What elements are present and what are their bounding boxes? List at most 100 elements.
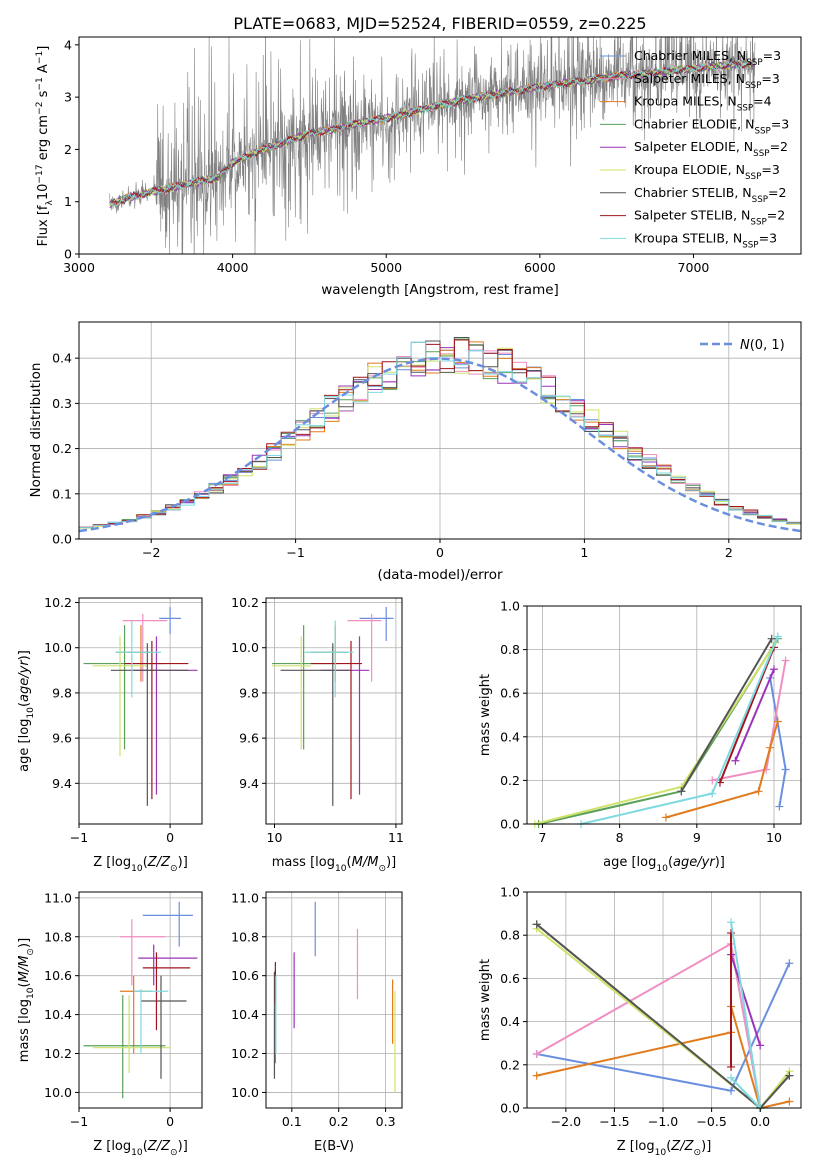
legend-label: Kroupa ELODIE, NSSP=3	[634, 162, 780, 182]
x-tick-label: −1	[70, 830, 88, 845]
axes-spectrum: 3000 4000 5000 6000 7000 0 1 2 3 4 wavelength [Ang…	[35, 36, 802, 298]
x-tick-label: 0.2	[329, 1114, 349, 1129]
y-tick-label: 0.6	[500, 686, 520, 701]
x-tick-label: 10	[766, 830, 782, 845]
y-tick-label: 10.0	[44, 1085, 72, 1100]
x-tick-label: −1	[70, 1114, 88, 1129]
y-tick-label: 9.8	[52, 685, 72, 700]
weight-line-c2	[665, 721, 779, 819]
x-axis-label: Z [log10(Z/Z⊙)]	[93, 1139, 188, 1158]
axes-age_vs_mass: 10 11 9.4 9.6 9.8 10.0 10.2 mass [log10(M/M⊙)]	[231, 595, 404, 874]
x-tick-label: 9	[693, 830, 701, 845]
plot-area	[272, 607, 394, 806]
model-line-c8	[109, 59, 756, 207]
y-tick-label: 0.4	[52, 351, 72, 366]
axes-mass_vs_ebv: 0.1 0.2 0.3 10.0 10.2 10.4 10.6 10.8 11.0 E(B-V)	[231, 890, 403, 1154]
y-tick-label: 0.4	[500, 1014, 520, 1029]
weight-marker	[785, 1097, 794, 1106]
y-axis-label: mass [log10(M/M⊙)]	[17, 938, 36, 1062]
plot-area	[273, 901, 396, 1093]
y-tick-label: 0.3	[52, 396, 72, 411]
x-tick-label: 7	[538, 830, 546, 845]
weight-marker	[731, 756, 740, 765]
x-tick-label: −2	[142, 545, 160, 560]
y-tick-label: 3	[64, 90, 72, 105]
y-tick-label: 0	[64, 247, 72, 262]
plot-area	[83, 607, 198, 806]
axes-frame	[78, 36, 802, 255]
y-axis-label: age [log10(age/yr)]	[17, 650, 36, 772]
figure-title: PLATE=0683, MJD=52524, FIBERID=0559, z=0…	[233, 14, 646, 33]
x-axis-label: mass [log10(M/M⊙)]	[272, 855, 396, 874]
y-tick-label: 0.6	[500, 971, 520, 986]
axes-weight_vs_Z: −2.0 −1.5 −1.0 −0.5 0.0 0.0 0.2 0.4 0.6 0.8 1.0 Z […	[478, 885, 802, 1158]
weight-marker	[532, 920, 541, 929]
y-tick-label: 9.8	[239, 685, 259, 700]
x-axis-label: (data-model)/error	[377, 567, 503, 583]
y-tick-label: 10.0	[44, 640, 72, 655]
weight-marker	[756, 1041, 765, 1050]
y-tick-label: 1.0	[500, 599, 520, 614]
axes-frame	[78, 597, 203, 825]
y-tick-label: 10.8	[44, 929, 72, 944]
y-tick-label: 10.6	[44, 968, 72, 983]
y-tick-label: 10.0	[231, 640, 259, 655]
x-tick-label: −1	[286, 545, 304, 560]
y-tick-label: 9.4	[52, 776, 72, 791]
axes-frame	[265, 891, 403, 1109]
legend-label: Salpeter ELODIE, NSSP=2	[634, 139, 788, 159]
weight-line-c4	[734, 668, 775, 762]
x-tick-label: 3000	[63, 260, 95, 275]
y-tick-label: 11.0	[231, 890, 259, 905]
x-tick-label: −1.0	[648, 1114, 678, 1129]
y-axis-label: Flux [fλ10−17 erg cm−2 s−1 A−1]	[35, 46, 55, 247]
y-axis-label: mass weight	[478, 674, 493, 756]
axes-frame	[526, 891, 802, 1109]
x-tick-label: 6000	[524, 260, 556, 275]
legend: Chabrier MILES, NSSP=3 Salpeter MILES, NS…	[600, 48, 789, 250]
weight-marker	[769, 665, 778, 674]
x-tick-label: 5000	[370, 260, 402, 275]
weight-marker	[661, 813, 670, 822]
axes-frame	[526, 605, 802, 825]
axes-frame	[78, 891, 203, 1109]
plot-area	[78, 337, 802, 533]
y-tick-label: 0.1	[52, 486, 72, 501]
legend-label: Salpeter STELIB, NSSP=2	[634, 208, 785, 228]
axes-frame	[78, 321, 802, 540]
weight-marker	[532, 1071, 541, 1080]
x-tick-label: 0.0	[750, 1114, 770, 1129]
y-tick-label: 9.4	[239, 776, 259, 791]
weight-marker	[754, 787, 763, 796]
axes-mass_vs_Z: −1 0 10.0 10.2 10.4 10.6 10.8 11.0 Z [log10(Z/Z⊙…	[17, 890, 203, 1158]
y-tick-label: 10.8	[231, 929, 259, 944]
weight-marker	[727, 1073, 736, 1082]
x-tick-label: 2	[725, 545, 733, 560]
axes-age_vs_Z: −1 0 9.4 9.6 9.8 10.0 10.2 Z [log10(Z/Z⊙)] age […	[17, 595, 203, 874]
y-tick-label: 10.0	[231, 1085, 259, 1100]
x-axis-label: Z [log10(Z/Z⊙)]	[93, 855, 188, 874]
weight-marker	[773, 717, 782, 726]
x-axis-label: Z [log10(Z/Z⊙)]	[617, 1139, 712, 1158]
weight-marker	[781, 656, 790, 665]
x-axis-label: wavelength [Angstrom, rest frame]	[321, 282, 559, 298]
legend-label: Kroupa MILES, NSSP=4	[634, 94, 772, 114]
weight-marker	[773, 632, 782, 641]
x-tick-label: 11	[388, 830, 404, 845]
plot-area	[530, 632, 790, 828]
legend-label: Salpeter MILES, NSSP=3	[634, 71, 780, 91]
y-tick-label: 0.0	[52, 532, 72, 547]
y-tick-label: 0.2	[500, 773, 520, 788]
histogram-c7	[79, 339, 801, 528]
x-axis-label: age [log10(age/yr)]	[603, 855, 725, 874]
y-tick-label: 0.2	[52, 441, 72, 456]
legend-label: Kroupa STELIB, NSSP=3	[634, 230, 777, 250]
y-tick-label: 4	[64, 37, 72, 52]
weight-line-c1	[536, 942, 762, 1109]
x-tick-label: −1.5	[599, 1114, 629, 1129]
x-tick-label: 0.3	[376, 1114, 396, 1129]
y-tick-label: 9.6	[52, 731, 72, 746]
axes-frame	[265, 597, 403, 825]
y-tick-label: 0.0	[500, 817, 520, 832]
